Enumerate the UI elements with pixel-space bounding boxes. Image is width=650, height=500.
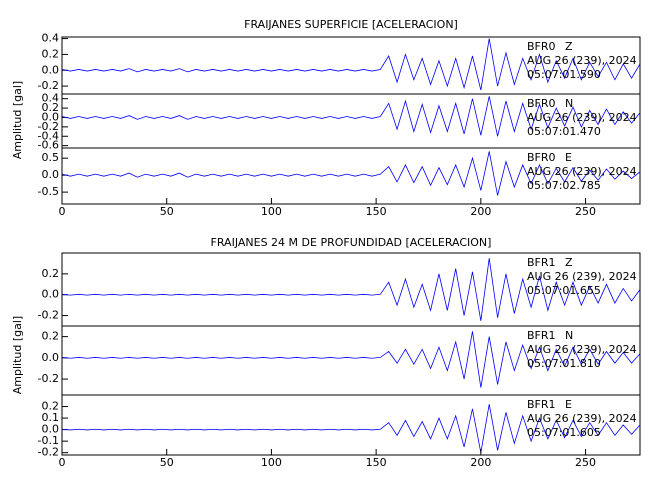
component-label: N	[565, 329, 573, 342]
y-axis-label: Amplitud [gal]	[11, 81, 24, 159]
panel-frame	[61, 147, 641, 205]
y-tick-label: -0.4	[38, 129, 59, 142]
y-axis-label: Amplitud [gal]	[11, 316, 24, 394]
y-tick-label: 0.2	[42, 47, 60, 60]
date-label: AUG 26 (239), 2024	[527, 165, 637, 178]
y-tick-label: -0.2	[38, 372, 59, 385]
y-tick-label: 0.0	[42, 351, 60, 364]
x-tick-label: 200	[470, 456, 491, 469]
y-tick-label: -0.1	[38, 434, 59, 447]
y-tick-label: 0.0	[42, 110, 60, 123]
y-tick-label: 0.5	[42, 151, 60, 164]
x-tick-label: 100	[261, 205, 282, 218]
date-label: AUG 26 (239), 2024	[527, 111, 637, 124]
x-tick-label: 200	[470, 205, 491, 218]
component-label: Z	[565, 256, 573, 269]
waveform	[61, 38, 641, 91]
component-label: E	[565, 398, 572, 411]
x-tick-label: 150	[366, 456, 387, 469]
time-label: 05:07:01.590	[527, 68, 601, 81]
y-tick-label: 0.0	[42, 63, 60, 76]
y-tick-label: 0.1	[42, 411, 60, 424]
y-tick-label: 0.0	[42, 288, 60, 301]
y-tick-label: -0.2	[38, 446, 59, 459]
x-tick-label: 0	[59, 205, 66, 218]
y-tick-label: -0.6	[38, 139, 59, 152]
time-label: 05:07:01.605	[527, 426, 601, 439]
waveform	[61, 96, 641, 137]
y-tick-label: 0.0	[42, 168, 60, 181]
x-tick-label: 150	[366, 205, 387, 218]
y-tick-label: 0.2	[42, 330, 60, 343]
component-label: E	[565, 151, 572, 164]
station-label: BFR0	[527, 40, 556, 53]
station-label: BFR1	[527, 398, 556, 411]
y-tick-label: 0.4	[42, 32, 60, 45]
date-label: AUG 26 (239), 2024	[527, 412, 637, 425]
component-label: Z	[565, 40, 573, 53]
chart-title: FRAIJANES SUPERFICIE [ACELERACION]	[244, 18, 458, 31]
date-label: AUG 26 (239), 2024	[527, 54, 637, 67]
y-tick-label: 0.4	[42, 92, 60, 105]
time-label: 05:07:01.655	[527, 284, 601, 297]
x-tick-label: 100	[261, 456, 282, 469]
date-label: AUG 26 (239), 2024	[527, 270, 637, 283]
time-label: 05:07:01.810	[527, 357, 601, 370]
y-tick-label: -0.2	[38, 79, 59, 92]
y-tick-label: 0.0	[42, 423, 60, 436]
station-label: BFR1	[527, 329, 556, 342]
station-label: BFR1	[527, 256, 556, 269]
y-tick-label: 0.2	[42, 400, 60, 413]
component-label: N	[565, 97, 573, 110]
waveform	[61, 151, 641, 196]
station-label: BFR0	[527, 151, 556, 164]
y-tick-label: 0.2	[42, 101, 60, 114]
waveform	[61, 404, 641, 453]
x-tick-label: 250	[575, 205, 596, 218]
y-tick-label: 0.2	[42, 267, 60, 280]
y-tick-label: -0.5	[38, 185, 59, 198]
x-tick-label: 50	[160, 205, 174, 218]
x-tick-label: 250	[575, 456, 596, 469]
y-tick-label: -0.2	[38, 120, 59, 133]
time-label: 05:07:02.785	[527, 179, 601, 192]
x-tick-label: 0	[59, 456, 66, 469]
waveform	[61, 258, 641, 321]
x-tick-label: 50	[160, 456, 174, 469]
station-label: BFR0	[527, 97, 556, 110]
waveform	[61, 331, 641, 388]
date-label: AUG 26 (239), 2024	[527, 343, 637, 356]
y-tick-label: -0.2	[38, 309, 59, 322]
time-label: 05:07:01.470	[527, 125, 601, 138]
chart-title: FRAIJANES 24 M DE PROFUNDIDAD [ACELERACI…	[211, 236, 492, 249]
